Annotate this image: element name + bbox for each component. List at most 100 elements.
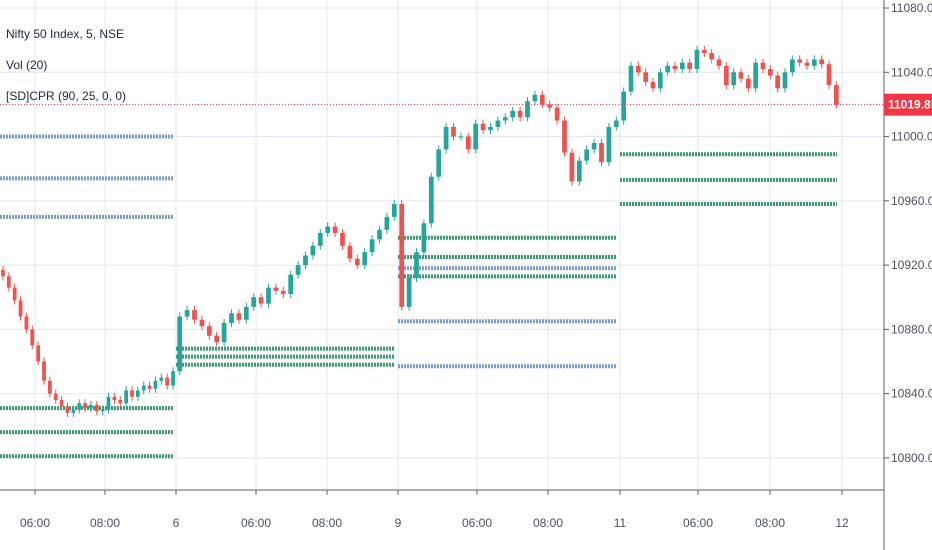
- candle-body: [53, 393, 58, 401]
- y-tick-label: 10920.00: [891, 258, 932, 272]
- candle-body: [118, 400, 123, 404]
- legend-symbol[interactable]: Nifty 50 Index, 5, NSE: [6, 27, 125, 41]
- candle-body: [36, 345, 41, 362]
- candle-body: [767, 69, 773, 76]
- candle-body: [280, 290, 286, 294]
- legend-indicator[interactable]: [SD]CPR (90, 25, 0, 0): [6, 89, 127, 103]
- candle-body: [753, 62, 759, 89]
- y-tick-label: 11080.00: [891, 1, 932, 15]
- candle-body: [236, 313, 242, 320]
- candle-body: [317, 232, 323, 246]
- candle-body: [310, 245, 316, 256]
- candle-body: [562, 120, 567, 153]
- candle-body: [554, 107, 560, 121]
- candle-body: [1, 269, 5, 277]
- candle-body: [177, 316, 183, 372]
- candle-body: [243, 306, 249, 320]
- candle-body: [258, 297, 264, 304]
- candle-body: [214, 335, 220, 343]
- candle-body: [811, 59, 817, 66]
- candle-body: [141, 385, 146, 391]
- x-tick-label: 06:00: [20, 516, 50, 530]
- candle-body: [539, 94, 545, 105]
- candle-body: [451, 126, 456, 137]
- candle-body: [414, 252, 419, 278]
- candle-body: [510, 110, 516, 118]
- candle-body: [797, 59, 803, 63]
- candle-body: [399, 204, 405, 307]
- last-price-tag: 11019.85: [884, 93, 932, 116]
- candle-body: [428, 176, 434, 224]
- candle-body: [384, 216, 390, 230]
- candle-body: [135, 390, 140, 397]
- candle-body: [576, 160, 582, 182]
- candle-body: [184, 310, 190, 317]
- candle-body: [643, 72, 649, 82]
- candle-body: [6, 276, 11, 288]
- candle-body: [738, 72, 744, 79]
- candle-body: [826, 64, 832, 86]
- y-tick-label: 10960.00: [891, 194, 932, 208]
- candle-body: [153, 380, 158, 389]
- candle-body: [694, 49, 700, 70]
- candle-body: [436, 149, 442, 177]
- candle-body: [502, 117, 508, 121]
- candle-body: [12, 287, 17, 301]
- time-axis[interactable]: 06:00 08:00 6 06:00 08:00 9 06:00 08:00 11 06:00 0…: [20, 490, 849, 530]
- price-axis[interactable]: 11080.00 11040.00 11000.00 10960.00 10920.00…: [884, 1, 932, 465]
- candle-body: [569, 152, 575, 182]
- x-tick-label: 08:00: [533, 516, 563, 530]
- candle-body: [42, 361, 46, 381]
- candle-body: [716, 59, 722, 66]
- candle-body: [199, 319, 205, 327]
- y-tick-label: 10800.00: [891, 451, 932, 465]
- candle-body: [584, 149, 590, 161]
- candle-body: [147, 385, 152, 389]
- y-tick-label: 11000.00: [891, 130, 932, 144]
- candle-body: [206, 326, 212, 336]
- legend-volume[interactable]: Vol (20): [6, 58, 48, 72]
- candle-body: [273, 287, 279, 291]
- candle-body: [657, 72, 663, 89]
- candle-body: [251, 297, 257, 307]
- candle-body: [124, 390, 129, 404]
- candle-body: [745, 78, 751, 89]
- candle-body: [687, 62, 693, 70]
- candle-body: [709, 53, 715, 60]
- candle-body: [723, 65, 729, 86]
- candle-body: [679, 62, 685, 70]
- chart-grid: [0, 0, 884, 490]
- x-tick-label: 08:00: [755, 516, 785, 530]
- candle-body: [465, 136, 471, 150]
- candle-body: [171, 371, 175, 386]
- candle-body: [89, 404, 93, 409]
- last-price-label: 11019.85: [888, 98, 932, 112]
- candle-body: [18, 300, 23, 317]
- candle-body: [665, 65, 671, 73]
- candle-body: [24, 316, 29, 330]
- candle-body: [325, 226, 331, 233]
- candle-body: [77, 403, 82, 410]
- candle-body: [782, 72, 788, 89]
- candle-body: [517, 110, 523, 118]
- candle-body: [106, 396, 111, 410]
- candle-body: [59, 400, 64, 407]
- candle-body: [159, 377, 164, 381]
- candle-body: [332, 226, 338, 233]
- candle-body: [30, 329, 35, 346]
- candle-body: [635, 65, 641, 73]
- candle-body: [354, 258, 360, 266]
- candle-body: [347, 245, 353, 259]
- candle-body: [71, 409, 76, 413]
- x-tick-label: 06:00: [462, 516, 492, 530]
- candles: [1, 45, 839, 417]
- candle-body: [789, 59, 795, 73]
- candle-body: [266, 287, 271, 304]
- cpr-levels: [0, 134, 837, 459]
- candle-body: [606, 126, 612, 163]
- candle-body: [421, 223, 427, 253]
- x-tick-label: 08:00: [90, 516, 120, 530]
- candle-body: [83, 403, 87, 409]
- candle-body: [650, 81, 656, 89]
